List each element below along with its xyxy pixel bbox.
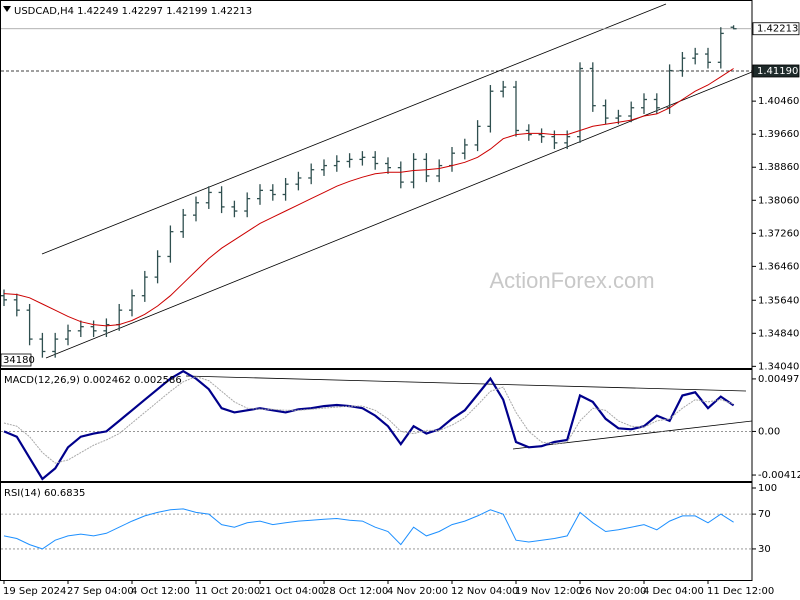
x-tick-label: 4 Nov 20:00 [387, 586, 448, 597]
symbol-icon [3, 6, 11, 12]
y-tick-label: -0.004126 [758, 470, 800, 481]
level-label-box [752, 22, 800, 36]
corner-label: 34180 [3, 355, 35, 366]
level-label: 1.41190 [757, 66, 798, 77]
y-tick-label: 1.36460 [758, 261, 799, 272]
y-tick-label: 70 [758, 509, 771, 520]
y-tick-label: 1.34840 [758, 328, 799, 339]
level-label: 1.42213 [757, 24, 798, 35]
y-tick-label: 1.39660 [758, 129, 799, 140]
panel-title: USDCAD,H4 1.42249 1.42297 1.42199 1.4221… [14, 6, 252, 17]
channel-upper [41, 3, 667, 255]
x-tick-label: 28 Oct 12:00 [323, 586, 388, 597]
panel-frame [0, 482, 753, 581]
panel-title: RSI(14) 60.6835 [4, 488, 85, 499]
x-tick-label: 26 Nov 20:00 [579, 586, 646, 597]
series-line [3, 375, 734, 464]
x-tick-label: 11 Oct 20:00 [195, 586, 260, 597]
y-tick-label: 0.004971 [758, 374, 800, 385]
x-tick-label: 19 Sep 2024 [3, 586, 66, 597]
x-tick-label: 12 Nov 04:00 [451, 586, 518, 597]
x-tick-label: 19 Nov 12:00 [515, 586, 582, 597]
y-tick-label: 1.38860 [758, 162, 799, 173]
y-tick-label: 1.34040 [758, 361, 799, 372]
series-line [3, 68, 734, 327]
panel-frame [0, 0, 753, 369]
level-label-box [752, 64, 800, 78]
macd-trendline-upper [185, 375, 747, 392]
y-tick-label: 1.40460 [758, 96, 799, 107]
x-tick-label: 4 Oct 12:00 [131, 586, 190, 597]
y-tick-label: 1.35640 [758, 295, 799, 306]
x-tick-label: 21 Oct 04:00 [259, 586, 324, 597]
panel-title: MACD(12,26,9) 0.002462 0.002586 [4, 375, 182, 386]
y-tick-label: 100 [758, 483, 777, 494]
channel-lower [45, 71, 753, 359]
y-tick-label: 1.37260 [758, 228, 799, 239]
watermark: ActionForex.com [489, 268, 654, 293]
series-line [3, 369, 735, 481]
panel-frame [0, 369, 753, 482]
series-line [3, 508, 734, 550]
corner-label-box [0, 353, 32, 367]
x-tick-label: 27 Sep 04:00 [67, 586, 134, 597]
y-tick-label: 0.00 [758, 426, 780, 437]
x-tick-label: 4 Dec 04:00 [643, 586, 704, 597]
y-tick-label: 1.38060 [758, 195, 799, 206]
y-tick-label: 30 [758, 544, 771, 555]
x-tick-label: 11 Dec 12:00 [707, 586, 774, 597]
